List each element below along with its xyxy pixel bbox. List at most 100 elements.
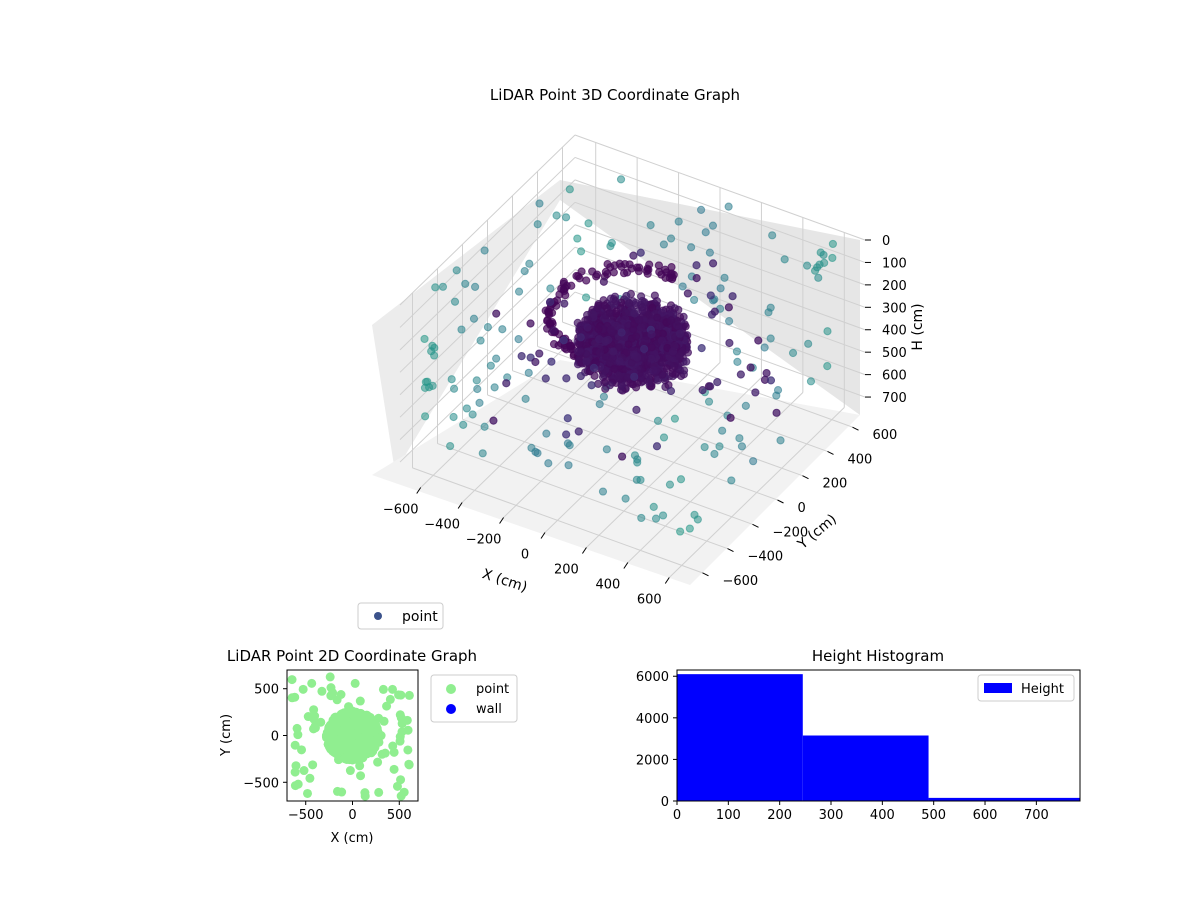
point-3d: [638, 302, 647, 312]
x-tick-label: 500: [387, 808, 412, 823]
point-3d: [683, 289, 692, 298]
point-3d: [427, 347, 436, 356]
point-3d: [735, 434, 744, 443]
point-2d: [290, 767, 300, 777]
point-3d: [705, 248, 714, 257]
point-3d: [766, 303, 775, 312]
point-2d: [287, 675, 297, 685]
point-2d: [345, 766, 355, 776]
point-3d: [651, 366, 660, 375]
point-3d: [622, 291, 631, 301]
point-3d: [751, 388, 760, 397]
grid-line: [574, 156, 866, 263]
x-tick-label: 600: [973, 808, 998, 823]
grid-line: [574, 201, 866, 308]
point-3d: [630, 372, 639, 381]
y-tick: [777, 499, 784, 504]
point-3d: [667, 316, 676, 325]
point-3d: [676, 527, 685, 536]
point-2d: [373, 757, 383, 767]
point-3d: [478, 449, 487, 458]
point-3d: [611, 296, 620, 306]
point-3d: [486, 361, 495, 370]
y-tick-label: 2000: [636, 753, 669, 768]
point-2d: [404, 759, 414, 769]
point-3d: [621, 494, 630, 503]
point-3d: [595, 399, 604, 409]
point-3d: [659, 433, 669, 442]
point-3d: [583, 323, 592, 332]
point-3d: [637, 323, 646, 332]
point-3d: [662, 268, 671, 277]
x-tick-label: −500: [288, 808, 324, 823]
point-3d: [603, 260, 612, 269]
point-2d: [305, 773, 315, 783]
point-3d: [542, 429, 551, 438]
point-3d: [768, 231, 777, 240]
point-2d: [299, 766, 309, 776]
point-3d: [577, 347, 586, 356]
point-2d: [349, 710, 359, 720]
point-3d: [438, 282, 448, 291]
point-3d: [692, 273, 701, 283]
point-3d: [715, 442, 724, 451]
point-2d: [290, 781, 300, 791]
point-3d: [552, 211, 561, 220]
point-3d: [814, 273, 823, 282]
point-3d: [428, 381, 437, 390]
z-tick-label: 700: [882, 391, 907, 406]
point-3d: [598, 487, 608, 496]
point-3d: [713, 378, 722, 387]
point-3d: [565, 185, 574, 194]
point-3d: [575, 340, 584, 349]
point-2d: [307, 678, 317, 688]
point-3d: [420, 383, 430, 392]
point-3d: [675, 329, 684, 338]
point-2d: [308, 760, 318, 770]
point-3d: [828, 239, 838, 249]
point-3d: [823, 327, 832, 336]
point-3d: [549, 326, 558, 335]
point-3d: [657, 308, 667, 317]
point-3d: [773, 385, 783, 395]
point-3d: [622, 348, 631, 357]
point-3d: [788, 348, 798, 358]
point-3d: [614, 343, 623, 352]
point-3d: [724, 202, 733, 211]
point-3d: [606, 242, 615, 251]
grid-line: [586, 377, 762, 548]
grid-line: [399, 269, 576, 440]
z-tick-label: 500: [882, 346, 907, 361]
point-3d: [483, 323, 492, 332]
point-3d: [526, 319, 535, 328]
point-3d: [624, 299, 634, 308]
chart-3d-title: LiDAR Point 3D Coordinate Graph: [490, 86, 740, 104]
point-3d: [461, 279, 470, 288]
point-3d: [659, 240, 668, 249]
points-2d: [287, 672, 414, 801]
point-3d: [449, 384, 459, 393]
point-3d: [581, 293, 591, 302]
grid-line: [574, 134, 866, 241]
point-2d: [338, 729, 348, 739]
point-2d: [388, 684, 398, 694]
grid-line: [399, 179, 576, 351]
point-2d: [395, 732, 405, 742]
point-3d: [651, 514, 661, 523]
chart-2d: LiDAR Point 2D Coordinate Graph −500 0 500…: [219, 647, 518, 846]
point-3d: [498, 325, 507, 334]
grid-line: [399, 224, 576, 396]
histogram-bar: [928, 797, 1080, 801]
point-3d: [655, 321, 664, 331]
z-tick-label: 400: [882, 324, 907, 339]
point-3d: [633, 458, 642, 467]
y-tick-label: −500: [243, 776, 279, 791]
point-2d: [332, 695, 342, 705]
point-3d: [615, 371, 624, 381]
grid-line: [574, 224, 866, 331]
point-3d: [452, 266, 461, 275]
point-2d: [343, 749, 353, 759]
point-2d: [298, 684, 308, 694]
legend-2d-point-marker: [446, 684, 456, 694]
point-3d: [605, 358, 614, 367]
